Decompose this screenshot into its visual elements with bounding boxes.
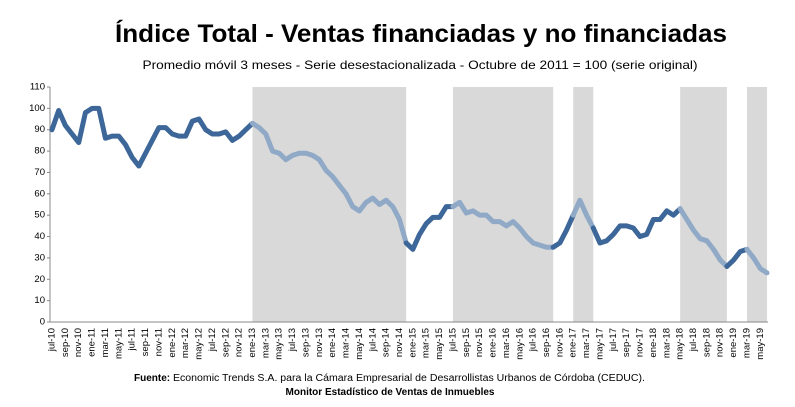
x-tick-label: nov-18	[715, 328, 726, 357]
y-tick-label: 30	[34, 252, 45, 263]
x-tick-label: ene-16	[488, 328, 499, 358]
x-tick-label: mar-16	[501, 328, 512, 358]
x-tick-label: nov-10	[73, 328, 84, 357]
x-tick-label: may-19	[755, 328, 766, 360]
note: Monitor Estadístico de Ventas de Inmuebl…	[286, 387, 495, 398]
x-tick-label: sep-10	[60, 328, 71, 357]
y-tick-label: 80	[34, 146, 45, 157]
x-tick-label: mar-18	[661, 328, 672, 358]
x-tick-label: sep-12	[220, 328, 231, 357]
x-tick-label: sep-16	[541, 328, 552, 357]
shaded-region	[746, 87, 767, 322]
x-tick-label: sep-13	[300, 328, 311, 357]
x-tick-label: jul-18	[688, 328, 699, 352]
x-tick-label: mar-15	[421, 328, 432, 358]
x-tick-label: sep-17	[621, 328, 632, 357]
x-tick-label: ene-13	[247, 328, 258, 358]
x-tick-label: may-18	[675, 328, 686, 360]
x-tick-label: may-13	[274, 328, 285, 360]
x-tick-label: ene-14	[327, 328, 338, 358]
x-tick-label: mar-14	[341, 328, 352, 358]
x-tick-label: ene-15	[407, 328, 418, 358]
line-series	[49, 105, 255, 169]
y-tick-label: 70	[34, 167, 45, 178]
shaded-region	[452, 87, 554, 322]
x-tick-label: nov-12	[234, 328, 245, 357]
x-tick-label: nov-13	[314, 328, 325, 357]
x-tick-label: jul-12	[207, 328, 218, 352]
x-tick-label: jul-17	[608, 328, 619, 352]
x-tick-label: may-14	[354, 328, 365, 360]
x-tick-label: ene-12	[167, 328, 178, 358]
line-series	[550, 212, 576, 250]
x-tick-label: nov-17	[635, 328, 646, 357]
x-tick-label: may-17	[594, 328, 605, 360]
line-series	[450, 199, 556, 250]
line-series	[590, 206, 683, 246]
line-series	[744, 246, 770, 276]
y-tick-label: 60	[34, 188, 45, 199]
y-tick-label: 90	[34, 124, 45, 135]
y-tick-label: 0	[40, 317, 45, 328]
x-tick-label: nov-11	[153, 328, 164, 356]
x-tick-label: sep-18	[701, 328, 712, 357]
x-tick-label: sep-14	[381, 328, 392, 357]
x-tick-label: sep-15	[461, 328, 472, 357]
x-tick-label: nov-15	[474, 328, 485, 357]
x-tick-label: may-15	[434, 328, 445, 360]
x-tick-label: jul-10	[47, 328, 58, 352]
line-series	[249, 120, 409, 246]
x-tick-label: jul-13	[287, 328, 298, 352]
y-tick-label: 50	[34, 210, 45, 221]
x-tick-label: jul-16	[528, 328, 539, 352]
x-tick-label: jul-11	[127, 328, 138, 352]
source-label: Fuente:	[134, 373, 170, 384]
x-tick-label: nov-14	[394, 328, 405, 357]
x-tick-label: jul-15	[447, 328, 458, 352]
chart-title: Índice Total - Ventas financiadas y no f…	[115, 19, 727, 48]
x-tick-label: mar-12	[180, 328, 191, 358]
x-tick-label: sep-11	[140, 328, 151, 356]
x-tick-label: ene-11	[87, 328, 98, 357]
y-tick-label: 110	[30, 82, 45, 93]
y-tick-label: 40	[34, 231, 45, 242]
x-tick-label: mar-13	[260, 328, 271, 358]
x-tick-label: jul-14	[367, 328, 378, 352]
line-series	[403, 204, 456, 252]
x-tick-label: may-11	[113, 328, 124, 359]
line-series	[677, 206, 730, 269]
x-tick-label: ene-19	[728, 328, 739, 358]
x-tick-label: ene-17	[568, 328, 579, 358]
x-tick-label: may-12	[194, 328, 205, 360]
x-tick-label: ene-18	[648, 328, 659, 358]
shaded-region	[680, 87, 727, 322]
y-tick-label: 20	[34, 274, 45, 285]
x-tick-label: may-16	[514, 328, 525, 360]
source-text: Economic Trends S.A. para la Cámara Empr…	[173, 373, 645, 384]
x-tick-label: mar-19	[741, 328, 752, 358]
x-tick-label: nov-16	[554, 328, 565, 357]
chart-subtitle: Promedio móvil 3 meses - Serie desestaci…	[143, 58, 698, 72]
y-tick-label: 10	[34, 295, 45, 306]
line-series	[570, 197, 596, 231]
line-series	[724, 246, 750, 269]
y-tick-label: 100	[29, 103, 45, 114]
x-tick-label: mar-17	[581, 328, 592, 358]
x-tick-label: mar-11	[100, 328, 111, 357]
